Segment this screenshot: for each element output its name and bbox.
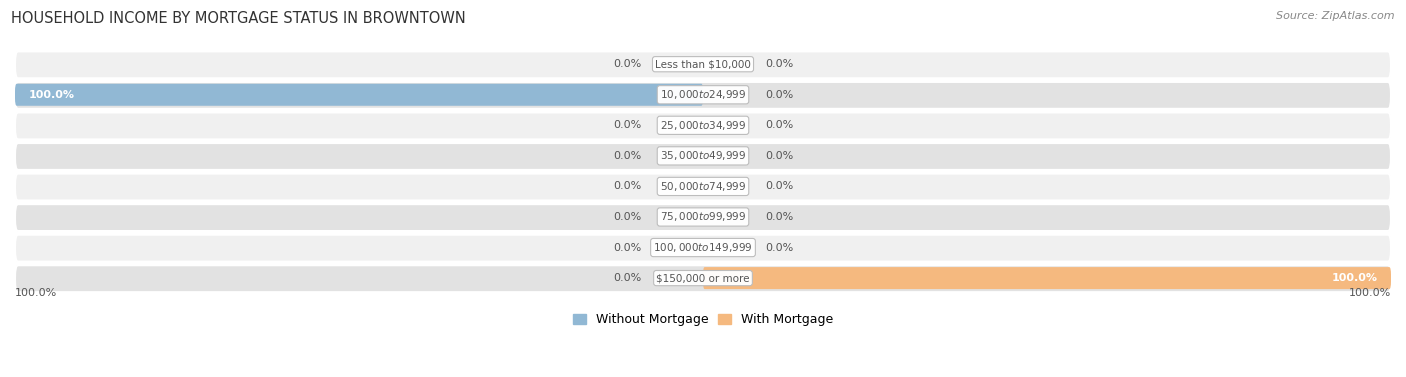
Text: 0.0%: 0.0% <box>765 151 793 161</box>
Text: $25,000 to $34,999: $25,000 to $34,999 <box>659 119 747 132</box>
Text: 0.0%: 0.0% <box>613 181 641 192</box>
FancyBboxPatch shape <box>15 265 1391 292</box>
Text: 0.0%: 0.0% <box>613 242 641 253</box>
Text: 0.0%: 0.0% <box>765 59 793 69</box>
FancyBboxPatch shape <box>15 84 703 106</box>
Legend: Without Mortgage, With Mortgage: Without Mortgage, With Mortgage <box>568 308 838 331</box>
Text: 0.0%: 0.0% <box>765 212 793 222</box>
Text: Source: ZipAtlas.com: Source: ZipAtlas.com <box>1277 11 1395 21</box>
FancyBboxPatch shape <box>15 173 1391 201</box>
Text: 0.0%: 0.0% <box>613 273 641 283</box>
Text: 0.0%: 0.0% <box>613 59 641 69</box>
Text: 0.0%: 0.0% <box>765 181 793 192</box>
FancyBboxPatch shape <box>15 204 1391 231</box>
Text: 0.0%: 0.0% <box>613 120 641 130</box>
Text: $35,000 to $49,999: $35,000 to $49,999 <box>659 149 747 162</box>
FancyBboxPatch shape <box>703 267 1391 289</box>
FancyBboxPatch shape <box>15 51 1391 78</box>
Text: 100.0%: 100.0% <box>1348 288 1391 298</box>
Text: 0.0%: 0.0% <box>765 90 793 100</box>
Text: $75,000 to $99,999: $75,000 to $99,999 <box>659 210 747 224</box>
Text: $10,000 to $24,999: $10,000 to $24,999 <box>659 88 747 101</box>
Text: 0.0%: 0.0% <box>613 212 641 222</box>
FancyBboxPatch shape <box>15 235 1391 262</box>
Text: 0.0%: 0.0% <box>613 151 641 161</box>
Text: $100,000 to $149,999: $100,000 to $149,999 <box>654 241 752 254</box>
Text: 100.0%: 100.0% <box>1331 273 1378 283</box>
Text: 0.0%: 0.0% <box>765 120 793 130</box>
Text: 0.0%: 0.0% <box>765 242 793 253</box>
Text: HOUSEHOLD INCOME BY MORTGAGE STATUS IN BROWNTOWN: HOUSEHOLD INCOME BY MORTGAGE STATUS IN B… <box>11 11 465 26</box>
Text: $50,000 to $74,999: $50,000 to $74,999 <box>659 180 747 193</box>
Text: 100.0%: 100.0% <box>28 90 75 100</box>
FancyBboxPatch shape <box>15 143 1391 170</box>
Text: 100.0%: 100.0% <box>15 288 58 298</box>
FancyBboxPatch shape <box>15 112 1391 139</box>
Text: $150,000 or more: $150,000 or more <box>657 273 749 283</box>
FancyBboxPatch shape <box>15 82 1391 109</box>
Text: Less than $10,000: Less than $10,000 <box>655 59 751 69</box>
